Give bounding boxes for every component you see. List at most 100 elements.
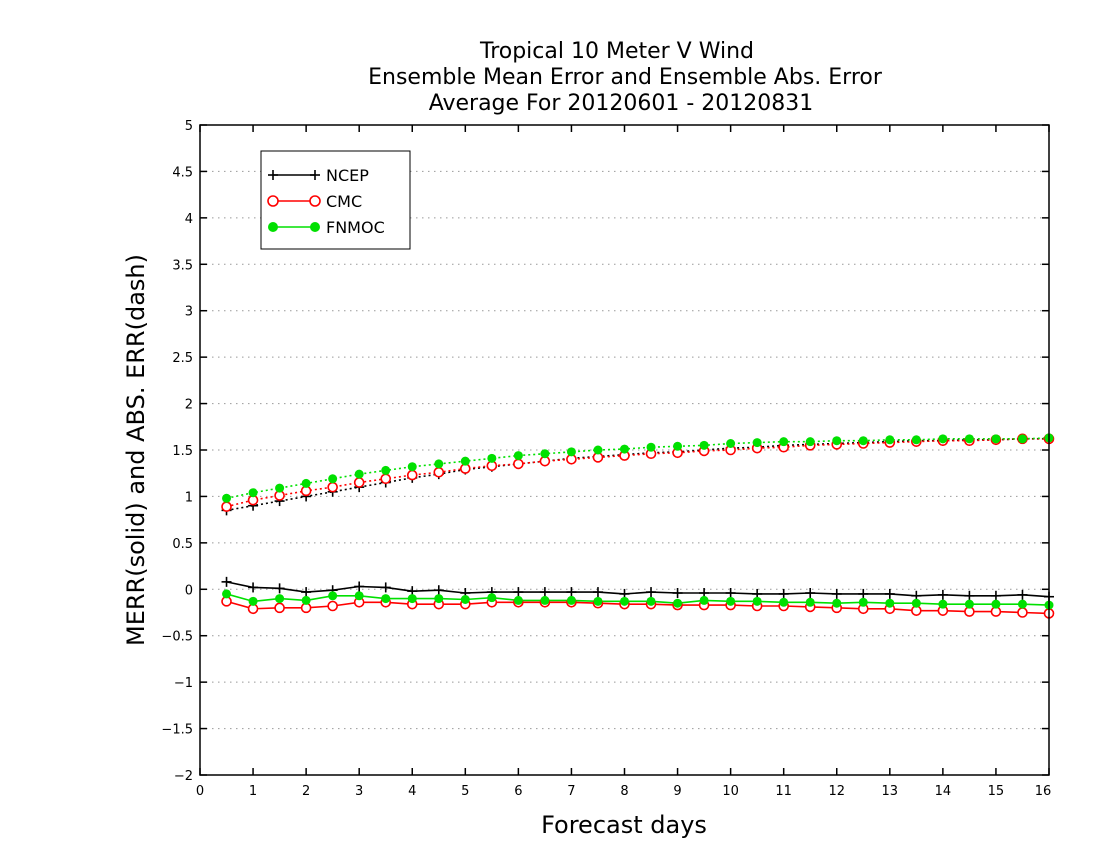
y-tick-label: 4.5: [172, 165, 193, 180]
y-tick-label: −1: [174, 676, 193, 691]
point-cmc-mean-error: [1017, 607, 1028, 618]
point-cmc-abs-error: [513, 458, 524, 470]
legend-entry-ncep: NCEP: [268, 166, 369, 185]
point-ncep-mean-error: [884, 588, 895, 599]
point-fnmoc-abs-error: [938, 434, 948, 444]
title-line-2: Ensemble Mean Error and Ensemble Abs. Er…: [368, 65, 883, 90]
y-tick-label: −0.5: [161, 630, 193, 645]
point-ncep-mean-error: [566, 587, 577, 598]
x-tick-label: 2: [302, 784, 310, 799]
x-tick-label: 15: [988, 784, 1005, 799]
point-fnmoc-mean-error: [699, 595, 709, 605]
legend-entries: NCEP CMC FNMOC: [267, 166, 385, 237]
point-ncep-mean-error: [805, 588, 816, 598]
x-tick-label: 0: [196, 784, 204, 799]
x-tick-label: 11: [775, 784, 792, 799]
point-fnmoc-abs-error: [620, 444, 629, 454]
point-fnmoc-mean-error: [328, 591, 338, 601]
point-fnmoc-mean-error: [752, 596, 762, 606]
point-fnmoc-abs-error: [460, 456, 470, 466]
y-axis: −2 −1.5 −1 −0.5 0 0.5 1 1.5 2 2.5 3 3.5 4 4.5 5: [161, 119, 1049, 784]
point-fnmoc-abs-error: [381, 465, 391, 475]
x-tick-label: 4: [408, 784, 416, 799]
y-tick-label: 2.5: [172, 351, 193, 366]
x-tick-label: 12: [828, 784, 845, 799]
point-fnmoc-abs-error: [752, 438, 762, 448]
point-fnmoc-abs-error: [858, 436, 868, 446]
point-fnmoc-abs-error: [301, 478, 311, 488]
point-cmc-abs-error: [221, 501, 232, 512]
legend-marker-fnmoc-start: [268, 222, 278, 232]
point-cmc-abs-error: [406, 469, 418, 481]
point-ncep-mean-error: [672, 588, 683, 598]
point-fnmoc-mean-error: [646, 596, 656, 606]
point-ncep-mean-error: [990, 590, 1001, 601]
point-ncep-mean-error: [646, 587, 657, 598]
y-tick-label: 1.5: [172, 444, 193, 459]
point-cmc-abs-error: [327, 481, 338, 493]
point-cmc-abs-error: [380, 473, 392, 485]
point-ncep-mean-error: [831, 588, 842, 599]
point-ncep-mean-error: [592, 587, 603, 598]
point-fnmoc-abs-error: [407, 462, 417, 472]
point-fnmoc-abs-error: [779, 437, 789, 447]
point-fnmoc-mean-error: [805, 597, 815, 607]
point-fnmoc-mean-error: [354, 591, 364, 601]
y-tick-label: 0: [185, 583, 193, 598]
series-line-cmc-abs-error: [226, 438, 1049, 508]
point-cmc-mean-error: [327, 600, 338, 612]
x-tick-label: 3: [355, 784, 363, 799]
point-fnmoc-abs-error: [832, 436, 842, 446]
point-fnmoc-abs-error: [513, 451, 523, 461]
point-ncep-mean-error: [380, 582, 391, 593]
point-fnmoc-mean-error: [222, 589, 232, 599]
point-fnmoc-abs-error: [699, 440, 709, 450]
x-tick-label: 10: [722, 784, 739, 799]
point-fnmoc-abs-error: [275, 483, 285, 493]
point-ncep-mean-error: [725, 588, 736, 598]
legend-entry-fnmoc: FNMOC: [268, 218, 385, 237]
point-fnmoc-mean-error: [434, 594, 444, 604]
legend-marker-fnmoc-end: [310, 222, 320, 232]
point-fnmoc-mean-error: [381, 594, 391, 604]
y-axis-label: MERR(solid) and ABS. ERR(dash): [122, 254, 150, 646]
legend-label-cmc: CMC: [326, 192, 362, 211]
point-fnmoc-mean-error: [620, 596, 629, 606]
point-fnmoc-abs-error: [593, 445, 603, 455]
point-ncep-mean-error: [221, 576, 232, 587]
y-tick-label: 4: [185, 212, 193, 227]
legend: NCEP CMC FNMOC: [260, 150, 411, 250]
point-fnmoc-abs-error: [911, 435, 921, 445]
point-fnmoc-abs-error: [726, 439, 736, 448]
point-ncep-mean-error: [858, 588, 869, 599]
x-axis: 0 1 2 3 4 5 6 7 8 9 10 11 12 13 14 15 16: [196, 125, 1051, 799]
y-tick-label: −2: [174, 769, 193, 784]
point-fnmoc-abs-error: [248, 488, 258, 498]
point-ncep-mean-error: [274, 583, 285, 594]
point-ncep-mean-error: [301, 587, 312, 598]
point-fnmoc-mean-error: [487, 593, 497, 603]
point-fnmoc-mean-error: [566, 595, 576, 605]
chart-title: Tropical 10 Meter V Wind Ensemble Mean E…: [368, 39, 883, 116]
series-line-ncep-abs-error: [226, 438, 1049, 512]
point-ncep-mean-error: [433, 585, 444, 596]
legend-marker-ncep-end: [310, 170, 320, 180]
point-fnmoc-abs-error: [566, 447, 576, 457]
y-tick-label: 1: [185, 490, 193, 505]
point-ncep-mean-error: [1017, 589, 1028, 600]
point-fnmoc-mean-error: [301, 595, 311, 605]
x-tick-label: 5: [461, 784, 469, 799]
point-fnmoc-mean-error: [832, 598, 842, 608]
y-tick-label: 3: [185, 305, 193, 320]
legend-label-ncep: NCEP: [326, 166, 369, 185]
x-tick-label: 1: [249, 784, 257, 799]
point-ncep-mean-error: [539, 587, 550, 598]
y-tick-label: 2: [185, 398, 193, 413]
y-tick-label: 5: [185, 119, 193, 134]
point-ncep-mean-error: [513, 587, 524, 598]
legend-box: [260, 150, 411, 250]
point-fnmoc-abs-error: [805, 437, 815, 447]
point-ncep-mean-error: [354, 581, 365, 592]
point-fnmoc-mean-error: [540, 595, 550, 605]
point-cmc-abs-error: [433, 466, 445, 478]
